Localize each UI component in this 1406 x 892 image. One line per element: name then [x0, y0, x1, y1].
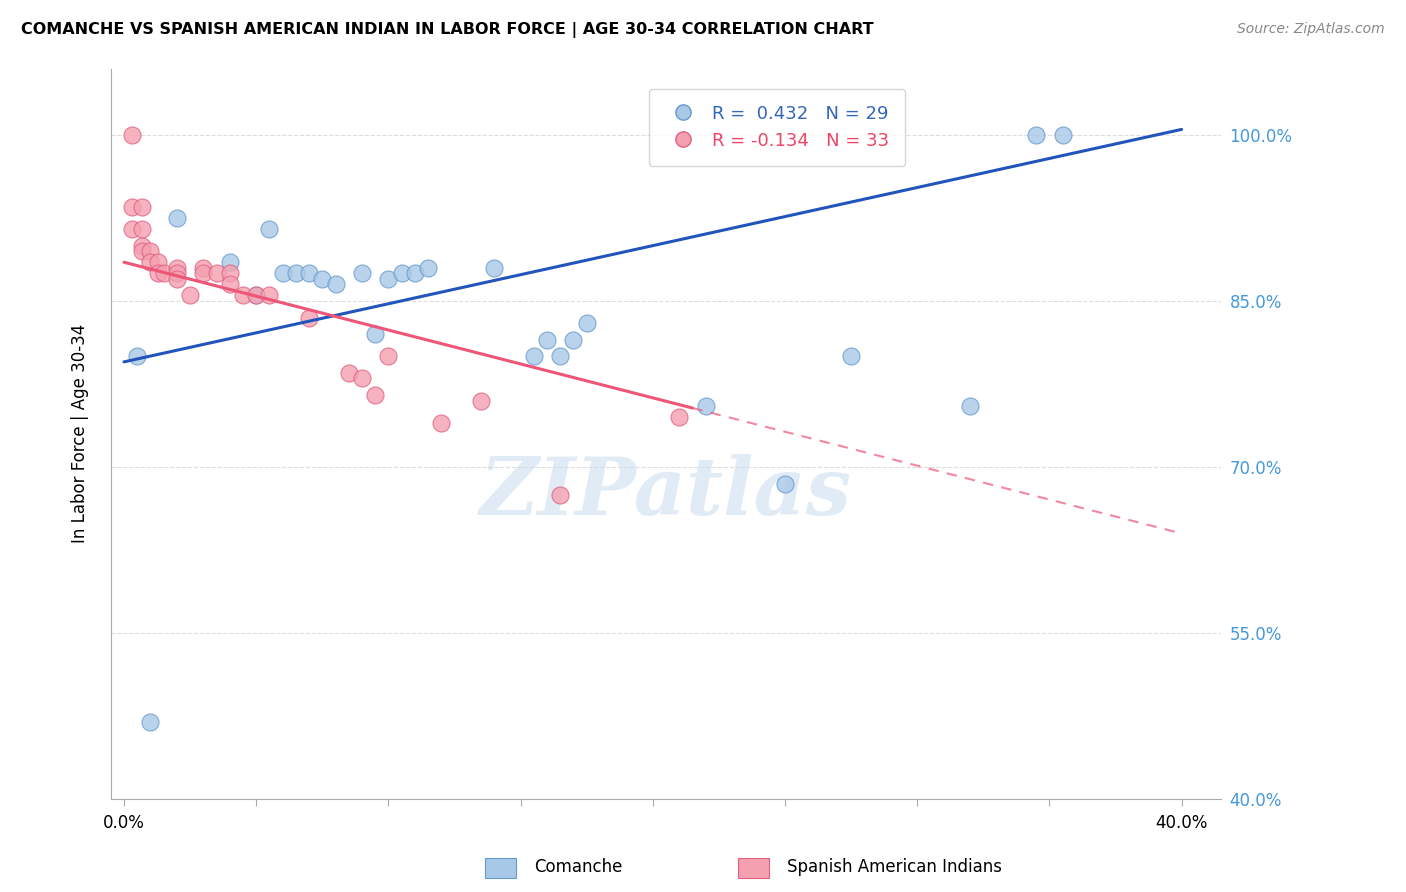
Point	[548, 488, 571, 502]
Point	[166, 211, 188, 225]
Point	[416, 260, 439, 275]
Text: ZIPatlas: ZIPatlas	[479, 453, 852, 531]
Point	[391, 266, 413, 280]
Point	[245, 288, 267, 302]
Point	[548, 349, 571, 363]
Point	[193, 266, 215, 280]
Point	[298, 310, 321, 325]
Point	[148, 255, 170, 269]
Point	[152, 266, 174, 280]
Point	[575, 316, 598, 330]
Point	[668, 410, 690, 425]
Point	[1052, 128, 1074, 142]
Point	[139, 255, 162, 269]
Y-axis label: In Labor Force | Age 30-34: In Labor Force | Age 30-34	[72, 324, 89, 543]
Point	[271, 266, 294, 280]
Point	[139, 714, 162, 729]
Text: Comanche: Comanche	[534, 858, 623, 876]
Point	[959, 399, 981, 413]
Point	[193, 260, 215, 275]
Text: Spanish American Indians: Spanish American Indians	[787, 858, 1002, 876]
Point	[377, 272, 399, 286]
Point	[166, 272, 188, 286]
Point	[121, 222, 143, 236]
Point	[350, 266, 373, 280]
Point	[218, 277, 240, 292]
Point	[179, 288, 201, 302]
Point	[166, 260, 188, 275]
Point	[536, 333, 558, 347]
Point	[218, 266, 240, 280]
Text: COMANCHE VS SPANISH AMERICAN INDIAN IN LABOR FORCE | AGE 30-34 CORRELATION CHART: COMANCHE VS SPANISH AMERICAN INDIAN IN L…	[21, 22, 873, 38]
Point	[298, 266, 321, 280]
Point	[121, 128, 143, 142]
Legend: R =  0.432   N = 29, R = -0.134   N = 33: R = 0.432 N = 29, R = -0.134 N = 33	[648, 88, 905, 166]
Point	[148, 266, 170, 280]
Point	[284, 266, 307, 280]
Point	[364, 388, 387, 402]
Point	[259, 222, 281, 236]
Point	[131, 244, 153, 259]
Point	[245, 288, 267, 302]
Point	[131, 200, 153, 214]
Point	[121, 200, 143, 214]
Point	[325, 277, 347, 292]
Point	[337, 366, 360, 380]
Point	[232, 288, 254, 302]
Point	[259, 288, 281, 302]
Point	[839, 349, 862, 363]
Point	[131, 222, 153, 236]
Point	[311, 272, 333, 286]
Point	[377, 349, 399, 363]
Point	[350, 371, 373, 385]
Point	[430, 416, 453, 430]
Point	[131, 238, 153, 252]
Point	[482, 260, 505, 275]
Point	[695, 399, 717, 413]
Point	[205, 266, 228, 280]
Point	[218, 255, 240, 269]
Point	[166, 266, 188, 280]
Point	[127, 349, 149, 363]
Point	[139, 244, 162, 259]
Point	[523, 349, 546, 363]
Point	[562, 333, 585, 347]
Point	[404, 266, 426, 280]
Point	[364, 327, 387, 342]
Text: Source: ZipAtlas.com: Source: ZipAtlas.com	[1237, 22, 1385, 37]
Point	[1025, 128, 1047, 142]
Point	[470, 393, 492, 408]
Point	[773, 476, 796, 491]
